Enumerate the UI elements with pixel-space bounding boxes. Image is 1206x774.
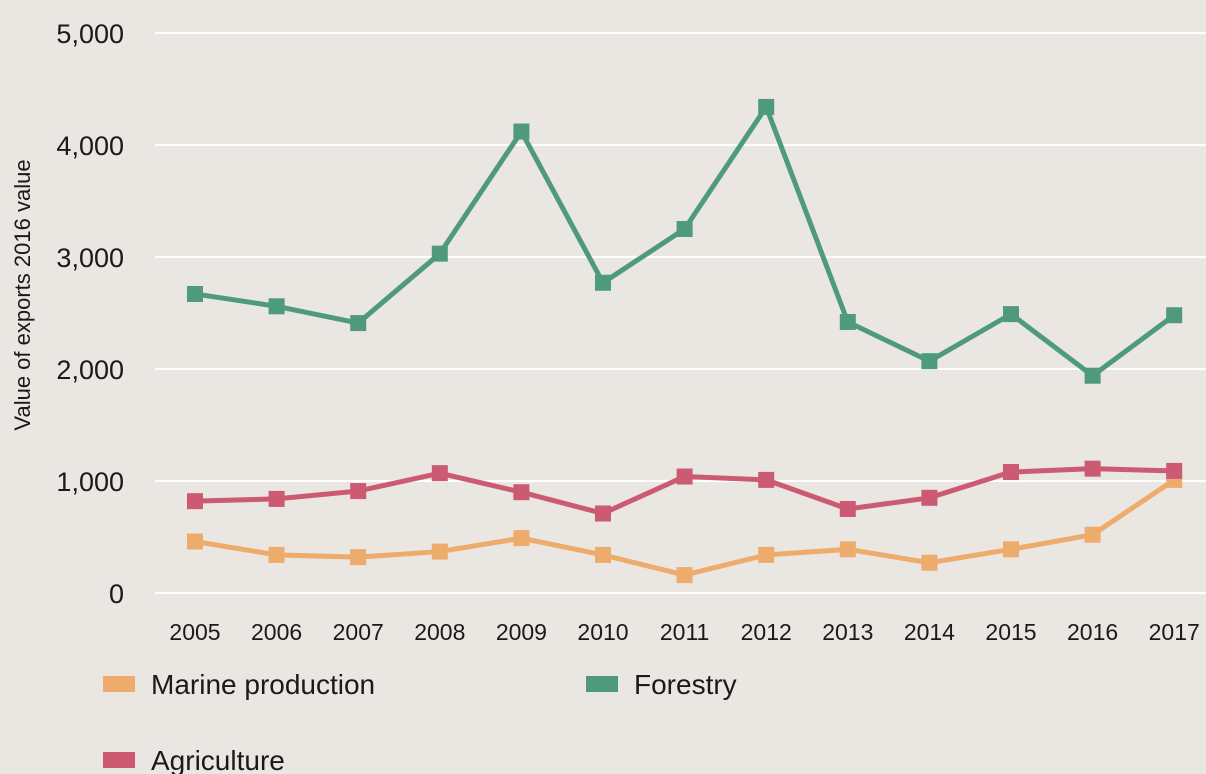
y-tick-label-5000: 5,000 [56, 19, 124, 49]
legend-swatch-marine-production [103, 676, 135, 692]
x-tick-label-2014: 2014 [904, 619, 955, 645]
x-tick-label-2011: 2011 [660, 619, 709, 645]
x-tick-label-2013: 2013 [822, 619, 873, 645]
data-point-agriculture-2011 [676, 468, 693, 485]
data-point-forestry-2005 [187, 285, 203, 302]
x-tick-label-2017: 2017 [1149, 619, 1200, 645]
data-point-marine-production-2015 [1003, 541, 1019, 558]
y-axis-label: Value of exports 2016 value [10, 159, 35, 430]
series-forestry [187, 98, 1183, 384]
data-point-forestry-2013 [839, 313, 856, 330]
data-point-marine-production-2005 [187, 533, 203, 550]
data-point-marine-production-2012 [758, 546, 775, 563]
data-point-marine-production-2007 [350, 549, 367, 566]
series-agriculture [187, 460, 1183, 522]
data-point-forestry-2015 [1003, 306, 1019, 323]
data-point-agriculture-2013 [839, 501, 856, 517]
y-tick-label-0: 0 [109, 579, 124, 609]
data-point-forestry-2017 [1166, 307, 1183, 324]
data-point-marine-production-2016 [1084, 526, 1101, 543]
series-marine-production [187, 471, 1183, 584]
data-point-forestry-2011 [676, 221, 693, 237]
grid-lines [155, 32, 1206, 594]
data-point-forestry-2010 [595, 274, 611, 291]
y-axis-ticks: 0 1,000 2,000 3,000 4,000 5,000 [56, 19, 124, 609]
x-tick-label-2016: 2016 [1067, 619, 1118, 645]
data-point-forestry-2006 [268, 298, 285, 315]
x-tick-label-2006: 2006 [251, 619, 302, 645]
legend-label-agriculture: Agriculture [151, 745, 285, 774]
x-tick-label-2005: 2005 [169, 619, 220, 645]
x-tick-label-2015: 2015 [985, 619, 1036, 645]
data-point-agriculture-2008 [431, 465, 448, 482]
legend-item-forestry: Forestry [586, 669, 737, 700]
data-point-agriculture-2014 [921, 489, 938, 506]
data-point-agriculture-2005 [187, 493, 203, 510]
data-point-agriculture-2009 [513, 484, 530, 501]
data-point-agriculture-2017 [1166, 462, 1183, 479]
data-point-agriculture-2016 [1084, 460, 1101, 477]
data-point-agriculture-2006 [268, 490, 285, 507]
data-point-agriculture-2010 [595, 505, 611, 522]
data-point-marine-production-2009 [513, 530, 530, 547]
data-point-forestry-2016 [1084, 367, 1101, 384]
data-point-marine-production-2011 [676, 567, 693, 584]
y-tick-label-2000: 2,000 [56, 355, 124, 385]
legend-label-marine-production: Marine production [151, 669, 375, 700]
x-tick-label-2008: 2008 [414, 619, 465, 645]
x-tick-label-2009: 2009 [496, 619, 547, 645]
data-point-marine-production-2006 [268, 546, 285, 563]
x-axis-ticks: 2005 2006 2007 2008 2009 2010 2011 2012 2013 2014… [169, 619, 1199, 645]
data-point-forestry-2012 [758, 98, 775, 115]
legend-swatch-agriculture [103, 752, 135, 768]
legend-item-marine-production: Marine production [103, 669, 375, 700]
legend-item-agriculture: Agriculture [103, 745, 285, 774]
series-layer [187, 98, 1183, 584]
legend: Marine production Forestry Agriculture [103, 669, 737, 774]
series-line-forestry [194, 101, 1176, 379]
x-tick-label-2007: 2007 [333, 619, 384, 645]
data-point-agriculture-2012 [758, 471, 775, 488]
data-point-agriculture-2007 [350, 483, 367, 500]
data-point-agriculture-2015 [1003, 464, 1019, 481]
y-tick-label-3000: 3,000 [56, 243, 124, 273]
y-tick-label-4000: 4,000 [56, 131, 124, 161]
data-point-marine-production-2010 [595, 546, 611, 563]
data-point-forestry-2007 [350, 315, 367, 332]
legend-label-forestry: Forestry [634, 669, 737, 700]
legend-swatch-forestry [586, 676, 618, 692]
data-point-marine-production-2014 [921, 554, 938, 571]
data-point-marine-production-2013 [839, 541, 856, 558]
y-tick-label-1000: 1,000 [56, 467, 124, 497]
data-point-marine-production-2008 [431, 543, 448, 560]
x-tick-label-2012: 2012 [741, 619, 792, 645]
x-tick-label-2010: 2010 [577, 619, 628, 645]
data-point-forestry-2008 [431, 245, 448, 262]
data-point-forestry-2009 [513, 123, 530, 140]
data-point-forestry-2014 [921, 353, 938, 370]
